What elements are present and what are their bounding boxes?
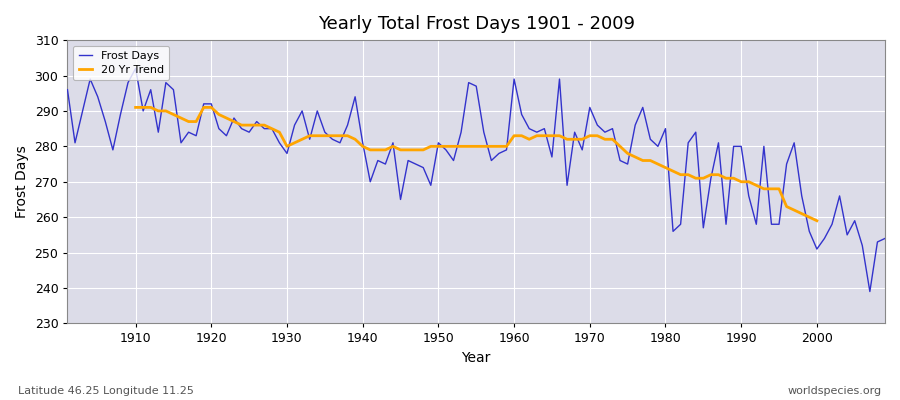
20 Yr Trend [812, 218, 823, 223]
Title: Yearly Total Frost Days 1901 - 2009: Yearly Total Frost Days 1901 - 2009 [318, 15, 634, 33]
Frost Days [342, 123, 353, 128]
X-axis label: Year: Year [462, 351, 490, 365]
Y-axis label: Frost Days: Frost Days [15, 145, 29, 218]
20 Yr Trend [130, 105, 141, 110]
Frost Days [865, 289, 876, 294]
Line: Frost Days: Frost Days [68, 68, 885, 292]
Frost Days [517, 112, 527, 117]
Frost Days [297, 108, 308, 113]
Text: Latitude 46.25 Longitude 11.25: Latitude 46.25 Longitude 11.25 [18, 386, 194, 396]
Frost Days [879, 236, 890, 241]
Frost Days [508, 77, 519, 82]
20 Yr Trend [213, 112, 224, 117]
20 Yr Trend [796, 211, 807, 216]
20 Yr Trend [788, 208, 799, 212]
20 Yr Trend [304, 133, 315, 138]
Frost Days [130, 66, 141, 71]
Legend: Frost Days, 20 Yr Trend: Frost Days, 20 Yr Trend [73, 46, 169, 80]
Frost Days [122, 80, 133, 85]
Text: worldspecies.org: worldspecies.org [788, 386, 882, 396]
20 Yr Trend [289, 140, 300, 145]
Frost Days [62, 87, 73, 92]
Line: 20 Yr Trend: 20 Yr Trend [136, 107, 817, 221]
Frost Days [608, 126, 618, 131]
20 Yr Trend [706, 172, 716, 177]
